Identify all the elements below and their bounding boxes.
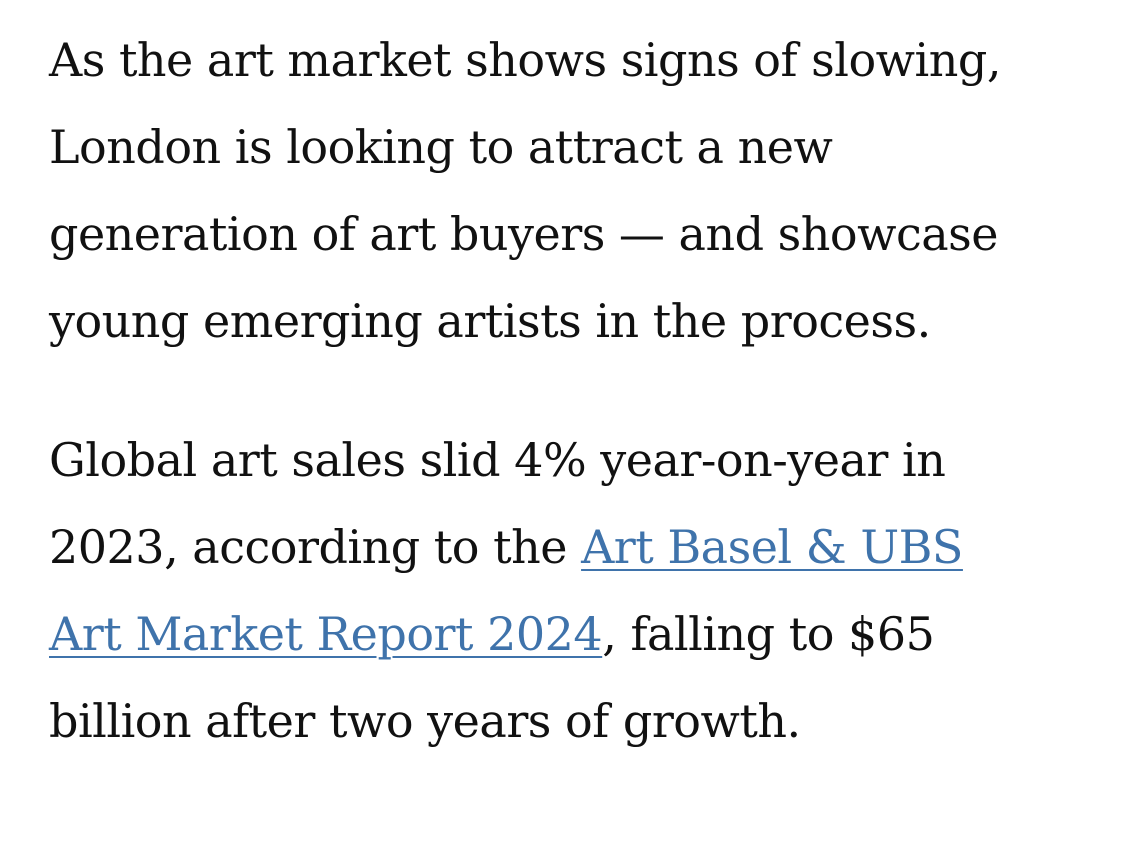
- text-fragment: , falling to $65: [602, 607, 935, 661]
- text-line: 2023, according to the Art Basel & UBS: [49, 504, 1049, 591]
- paragraph-intro: As the art market shows signs of slowing…: [49, 17, 1049, 365]
- text-line: As the art market shows signs of slowing…: [49, 33, 1001, 87]
- paragraph-sales: Global art sales slid 4% year-on-year in…: [49, 417, 1049, 765]
- text-line: billion after two years of growth.: [49, 694, 801, 748]
- art-market-report-link[interactable]: Art Basel & UBS: [581, 520, 963, 574]
- art-market-report-link-continued[interactable]: Art Market Report 2024: [49, 607, 603, 661]
- text-line: generation of art buyers — and showcase: [49, 207, 999, 261]
- text-line: Art Market Report 2024, falling to $65: [49, 591, 1049, 678]
- text-line: London is looking to attract a new: [49, 120, 833, 174]
- text-fragment: 2023, according to the: [49, 520, 582, 574]
- article-body: As the art market shows signs of slowing…: [49, 17, 1049, 765]
- text-line: young emerging artists in the process.: [49, 294, 931, 348]
- text-line: Global art sales slid 4% year-on-year in: [49, 433, 946, 487]
